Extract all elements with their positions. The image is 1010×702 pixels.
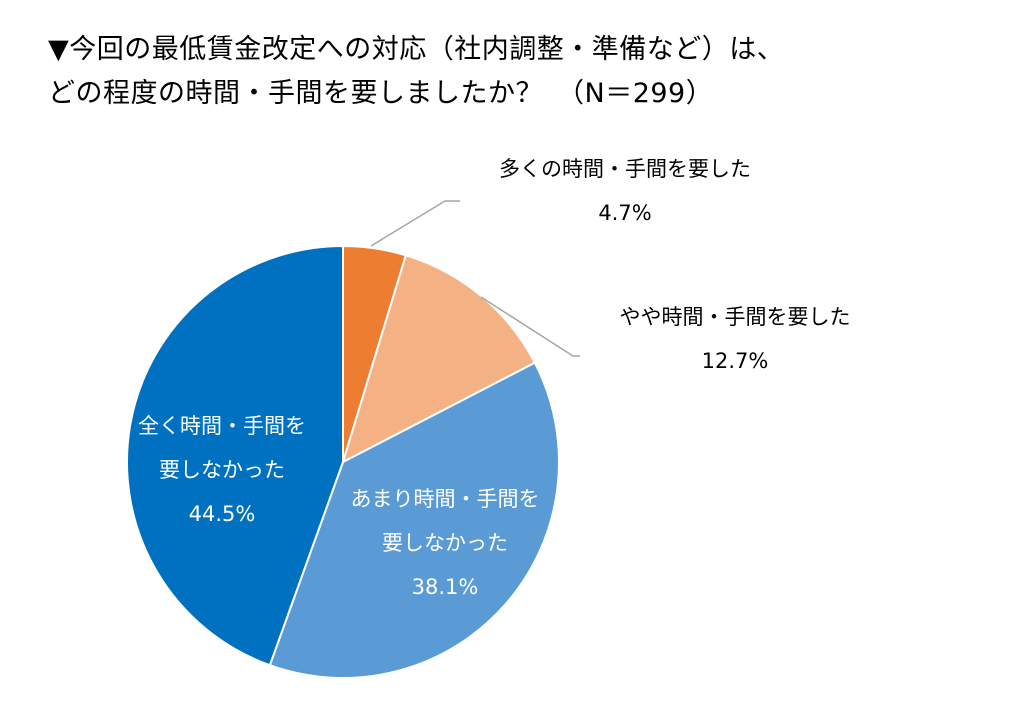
- pie-slice-2: [341, 254, 537, 464]
- leader-line-1: [370, 200, 460, 247]
- pie-slices: [126, 244, 560, 679]
- leader-lines: [370, 200, 580, 357]
- slice-labels: 多くの時間・手間を要した 4.7% やや時間・手間を要した 12.7% あまり時間・手間…: [138, 157, 851, 599]
- slice-value-label-3: 38.1%: [412, 575, 479, 599]
- slice-value-label-4: 44.5%: [189, 502, 256, 526]
- chart-title-line-2: どの程度の時間・手間を要しましたか？ （N＝299）: [48, 78, 714, 109]
- chart-title-line-1: ▼今回の最低賃金改定への対応（社内調整・準備など）は、: [48, 34, 785, 65]
- slice-label-1-line-1: 多くの時間・手間を要した: [499, 157, 751, 181]
- slice-label-3-line-2: 要しなかった: [382, 531, 508, 555]
- slice-value-label-1: 4.7%: [598, 201, 651, 225]
- slice-label-3-line-1: あまり時間・手間を: [351, 487, 540, 511]
- slice-label-4-line-2: 要しなかった: [159, 458, 285, 482]
- pie-slice-3: [268, 361, 560, 679]
- pie-slice-4: [126, 244, 344, 667]
- slice-label-4-line-1: 全く時間・手間を: [138, 414, 306, 438]
- chart-title: ▼今回の最低賃金改定への対応（社内調整・準備など）は、 どの程度の時間・手間を要…: [48, 28, 988, 116]
- slice-value-label-2: 12.7%: [702, 349, 769, 373]
- leader-line-2: [480, 296, 580, 357]
- slice-label-2-line-1: やや時間・手間を要した: [620, 305, 851, 329]
